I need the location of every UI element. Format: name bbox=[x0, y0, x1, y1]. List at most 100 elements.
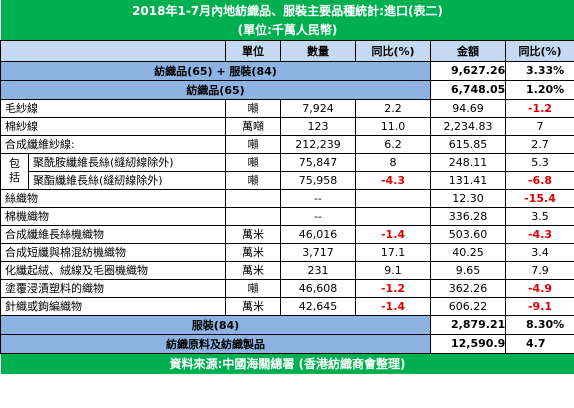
data-row: 棉機織物 -- 336.28 3.5 bbox=[0, 206, 574, 226]
quantity-yoy: -1.2 bbox=[355, 278, 431, 298]
data-row: 棉紗線 萬噸 123 11.0 2,234.83 7 bbox=[0, 116, 574, 136]
amount: 503.60 bbox=[430, 224, 506, 244]
unit: 萬噸 bbox=[225, 116, 281, 136]
header-cell bbox=[0, 39, 226, 62]
unit: 噸 bbox=[225, 170, 281, 190]
amount-yoy: -1.2 bbox=[504, 98, 574, 118]
quantity: 3,717 bbox=[280, 242, 356, 262]
quantity: 75,847 bbox=[280, 152, 356, 172]
quantity-yoy bbox=[355, 188, 431, 208]
unit bbox=[225, 188, 281, 208]
amount-yoy: 2.7 bbox=[504, 134, 574, 154]
amount: 12.30 bbox=[430, 188, 506, 208]
column-header: 金額 bbox=[430, 39, 506, 62]
unit: 萬米 bbox=[225, 296, 281, 316]
quantity: -- bbox=[280, 206, 356, 226]
amount: 2,879.21 bbox=[430, 314, 506, 335]
quantity-yoy: -4.3 bbox=[355, 170, 431, 190]
footer-row: 資料來源:中國海關總署 (香港紡織商會整理) bbox=[0, 353, 574, 374]
row-label: 針織或鉤編織物 bbox=[0, 296, 226, 316]
unit: 噸 bbox=[225, 98, 281, 118]
amount: 9,627.26 bbox=[430, 60, 506, 81]
unit: 噸 bbox=[225, 152, 281, 172]
quantity: 75,958 bbox=[280, 170, 356, 190]
quantity-yoy: 6.2 bbox=[355, 134, 431, 154]
summary-row: 服裝(84) 2,879.21 8.30% bbox=[0, 314, 574, 335]
row-label: 聚酯纖維長絲(縫紉線除外) bbox=[28, 170, 226, 190]
data-row: 合成纖維紗線: 噸 212,239 6.2 615.85 2.7 bbox=[0, 134, 574, 154]
quantity: -- bbox=[280, 188, 356, 208]
data-row: 化纖起絨、絨線及毛圈機織物 萬米 231 9.1 9.65 7.9 bbox=[0, 260, 574, 280]
row-label: 紡織原料及紡織製品 bbox=[0, 333, 431, 354]
row-label: 合成纖維紗線: bbox=[0, 134, 226, 154]
amount-yoy: -6.8 bbox=[504, 170, 574, 190]
column-header: 同比(%) bbox=[504, 39, 574, 62]
amount-yoy: 3.4 bbox=[504, 242, 574, 262]
row-label: 絲織物 bbox=[0, 188, 226, 208]
amount: 6,748.05 bbox=[430, 79, 506, 100]
data-row: 合成纖維長絲機織物 萬米 46,016 -1.4 503.60 -4.3 bbox=[0, 224, 574, 244]
amount-yoy: -4.9 bbox=[504, 278, 574, 298]
column-header: 數量 bbox=[280, 39, 356, 62]
row-label: 紡織品(65) + 服裝(84) bbox=[0, 60, 431, 81]
amount-yoy: 8.30% bbox=[504, 314, 574, 335]
unit bbox=[225, 206, 281, 226]
quantity-yoy: 2.2 bbox=[355, 98, 431, 118]
data-row: 塗覆浸漬塑料的織物噸 46,608 -1.2 362.26 -4.9 bbox=[0, 278, 574, 298]
row-label: 棉機織物 bbox=[0, 206, 226, 226]
quantity: 42,645 bbox=[280, 296, 356, 316]
amount-yoy: 7.9 bbox=[504, 260, 574, 280]
amount: 12,590.91 bbox=[430, 333, 506, 354]
quantity-yoy: 9.1 bbox=[355, 260, 431, 280]
summary-row: 紡織品(65) 6,748.05 1.20% bbox=[0, 79, 574, 100]
amount-yoy: 3.5 bbox=[504, 206, 574, 226]
row-label: 毛紗線 bbox=[0, 98, 226, 118]
row-label: 服裝(84) bbox=[0, 314, 431, 335]
quantity: 46,016 bbox=[280, 224, 356, 244]
quantity: 46,608 bbox=[280, 278, 356, 298]
amount: 9.65 bbox=[430, 260, 506, 280]
amount: 615.85 bbox=[430, 134, 506, 154]
unit: 萬米 bbox=[225, 260, 281, 280]
amount-yoy: -9.1 bbox=[504, 296, 574, 316]
quantity-yoy: 11.0 bbox=[355, 116, 431, 136]
unit: 萬米 bbox=[225, 224, 281, 244]
data-row: 包括 聚酰胺纖維長絲(縫紉線除外) 噸 75,847 8 248.11 5.3 bbox=[0, 152, 574, 190]
amount: 606.22 bbox=[430, 296, 506, 316]
summary-row: 紡織品(65) + 服裝(84) 9,627.26 3.33% bbox=[0, 60, 574, 81]
data-row: 絲織物 -- 12.30 -15.4 bbox=[0, 188, 574, 208]
row-label: 棉紗線 bbox=[0, 116, 226, 136]
header-row: 單位 數量 同比(%) 金額 同比(%) bbox=[0, 39, 574, 62]
row-label: 合成短纖與棉混紡機織物 bbox=[0, 242, 226, 262]
source: 資料來源:中國海關總署 (香港紡織商會整理) bbox=[0, 353, 574, 374]
quantity-yoy: -1.4 bbox=[355, 224, 431, 244]
amount: 2,234.83 bbox=[430, 116, 506, 136]
unit: 萬米 bbox=[225, 242, 281, 262]
quantity-yoy bbox=[355, 206, 431, 226]
group-label: 包括 bbox=[0, 152, 29, 190]
amount-yoy: 5.3 bbox=[504, 152, 574, 172]
amount-yoy: -15.4 bbox=[504, 188, 574, 208]
row-label: 化纖起絨、絨線及毛圈機織物 bbox=[0, 260, 226, 280]
data-row: 毛紗線噸 7,924 2.2 94.69 -1.2 bbox=[0, 98, 574, 118]
amount-yoy: -4.3 bbox=[504, 224, 574, 244]
quantity: 231 bbox=[280, 260, 356, 280]
quantity-yoy: 17.1 bbox=[355, 242, 431, 262]
data-row: 針織或鉤編織物 萬米 42,645 -1.4 606.22 -9.1 bbox=[0, 296, 574, 316]
quantity: 7,924 bbox=[280, 98, 356, 118]
quantity: 123 bbox=[280, 116, 356, 136]
row-label: 塗覆浸漬塑料的織物 bbox=[0, 278, 226, 298]
column-header: 單位 bbox=[225, 39, 281, 62]
amount: 362.26 bbox=[430, 278, 506, 298]
quantity-yoy: 8 bbox=[355, 152, 431, 172]
row-label: 合成纖維長絲機織物 bbox=[0, 224, 226, 244]
data-row: 合成短纖與棉混紡機織物 萬米 3,717 17.1 40.25 3.4 bbox=[0, 242, 574, 262]
subtitle: (單位:千萬人民幣) bbox=[0, 20, 574, 40]
unit: 噸 bbox=[225, 134, 281, 154]
row-label: 紡織品(65) bbox=[0, 79, 431, 100]
amount-yoy: 4.7 bbox=[504, 333, 574, 354]
quantity: 212,239 bbox=[280, 134, 356, 154]
data-row: 聚酯纖維長絲(縫紉線除外) 噸 75,958 -4.3 131.41 -6.8 bbox=[1, 170, 574, 190]
amount: 40.25 bbox=[430, 242, 506, 262]
